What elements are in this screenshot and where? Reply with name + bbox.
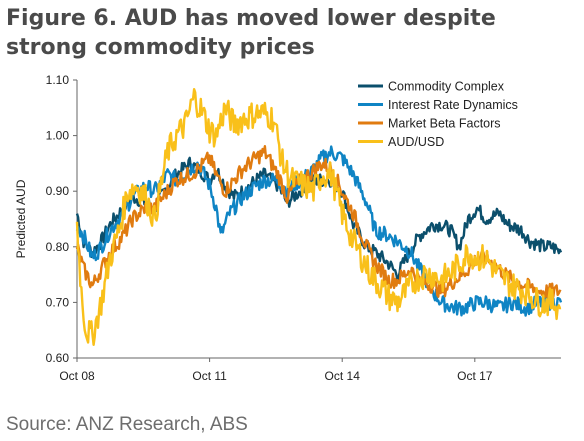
chart-title: Figure 6. AUD has moved lower despite st… <box>6 6 496 60</box>
x-tick-label: Oct 14 <box>325 369 361 383</box>
legend-label: Commodity Complex <box>388 80 505 94</box>
y-tick-label: 0.90 <box>46 184 70 198</box>
y-tick-label: 1.10 <box>46 73 70 87</box>
legend-label: AUD/USD <box>388 135 444 149</box>
y-tick-label: 0.80 <box>46 240 70 254</box>
series-line-4 <box>75 88 562 346</box>
y-tick-label: 0.60 <box>46 351 70 365</box>
y-tick-label: 1.00 <box>46 129 70 143</box>
legend-label: Market Beta Factors <box>388 117 501 131</box>
x-tick-label: Oct 11 <box>192 369 227 383</box>
source-note: Source: ANZ Research, ABS <box>6 414 248 435</box>
legend-label: Interest Rate Dynamics <box>388 98 518 112</box>
y-tick-label: 0.70 <box>46 295 70 309</box>
x-tick-label: Oct 17 <box>457 369 493 383</box>
x-tick-label: Oct 08 <box>59 369 95 383</box>
series-line-2 <box>75 145 563 317</box>
y-axis-label: Predicted AUD <box>14 179 28 258</box>
legend-box <box>352 76 548 158</box>
